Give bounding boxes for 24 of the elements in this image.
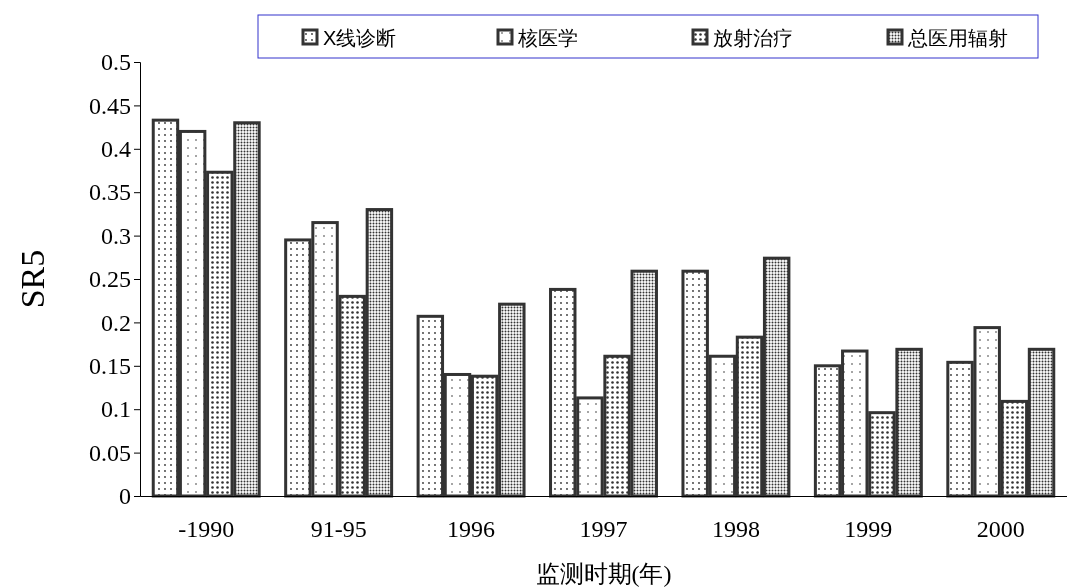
legend-label: 放射治疗: [713, 27, 793, 49]
x-tick-label: 1998: [711, 516, 760, 543]
y-tick-label: 0.3: [101, 222, 131, 249]
legend-label: X线诊断: [323, 27, 397, 49]
x-tick-label: 2000: [976, 516, 1025, 543]
x-axis-title: 监测时期(年): [535, 561, 672, 587]
y-tick-label: 0.1: [101, 396, 131, 423]
x-tick-label: 1999: [844, 516, 893, 543]
y-axis-title: SR5: [14, 249, 51, 309]
legend-label: 总医用辐射: [907, 27, 1008, 49]
y-tick-label: 0.05: [89, 439, 131, 466]
x-tick-label: 1997: [579, 516, 628, 543]
x-tick-label: 1996: [447, 516, 496, 543]
y-tick-label: 0.45: [89, 92, 131, 119]
y-tick-label: 0.35: [89, 179, 131, 206]
x-tick-label: -1990: [178, 516, 235, 543]
y-tick-label: 0.4: [101, 135, 131, 162]
y-tick-label: 0: [119, 483, 131, 510]
legend-label: 核医学: [517, 27, 578, 49]
y-tick-label: 0.15: [89, 352, 131, 379]
y-tick-label: 0.2: [101, 309, 131, 336]
x-tick-label: 91-95: [310, 516, 367, 543]
y-tick-label: 0.25: [89, 266, 131, 293]
y-tick-label: 0.5: [101, 49, 131, 76]
